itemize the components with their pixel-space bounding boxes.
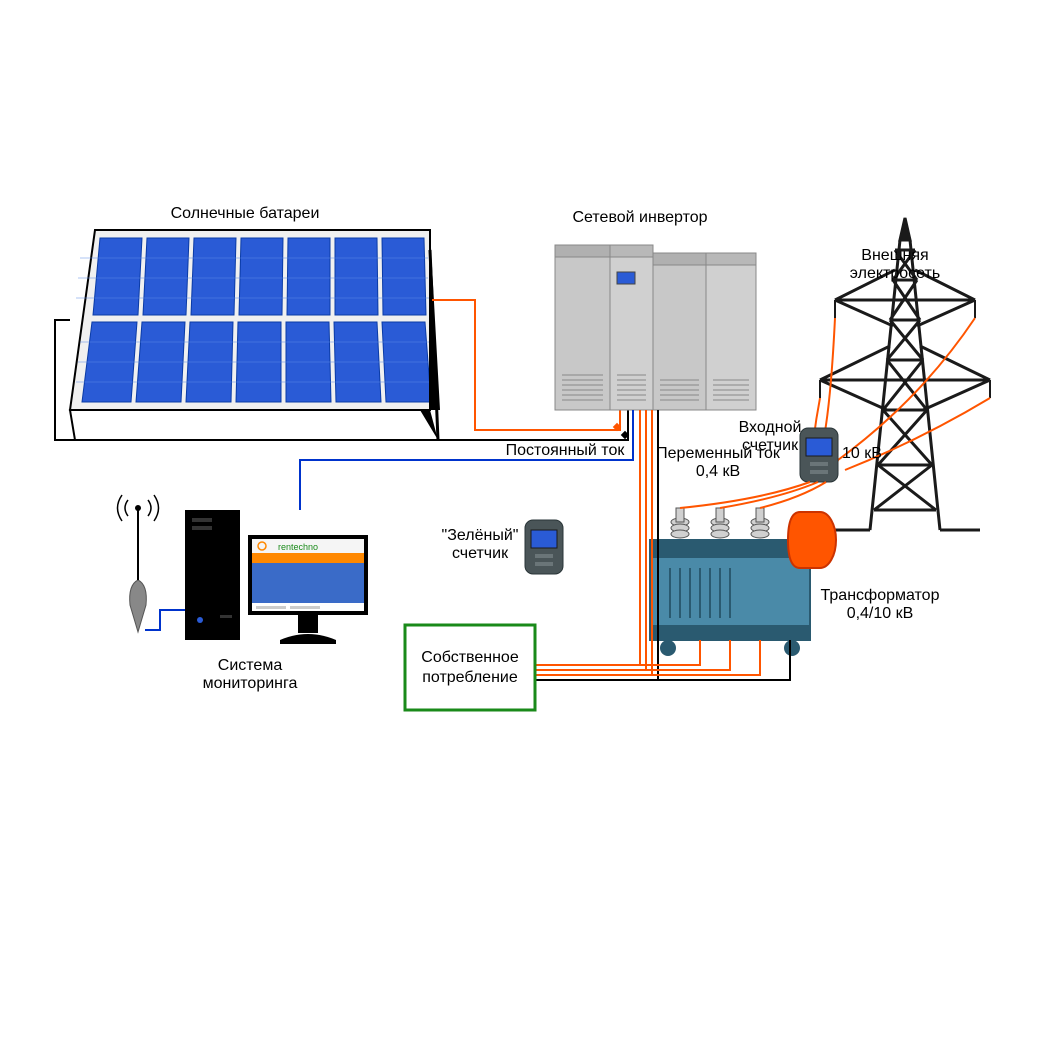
monitoring-label-2: мониторинга bbox=[203, 675, 298, 692]
consumption-label-1: Собственное bbox=[421, 649, 519, 666]
inverter-icon bbox=[555, 245, 756, 410]
ac-current-label-1: Переменный ток bbox=[656, 445, 781, 462]
input-meter-icon bbox=[800, 428, 838, 482]
transformer-icon bbox=[650, 508, 836, 656]
voltage-10kv-label: 10 кВ bbox=[842, 445, 882, 462]
grid-label-1: Внешняя bbox=[861, 247, 928, 264]
transformer-label-1: Трансформатор bbox=[821, 587, 940, 604]
consumption-label-2: потребление bbox=[422, 669, 518, 686]
input-meter-label-1: Входной bbox=[739, 419, 802, 436]
solar-panels-label: Солнечные батареи bbox=[171, 205, 320, 222]
green-meter-label-1: "Зелёный" bbox=[442, 527, 519, 544]
meter-transformer-wires bbox=[680, 482, 826, 508]
solar-panels-icon bbox=[70, 230, 440, 440]
monitor-icon: rentechno bbox=[248, 535, 368, 644]
solar-system-diagram: Солнечные батареи Постоянный ток bbox=[0, 0, 1040, 1040]
computer-icon bbox=[185, 510, 240, 640]
antenna-icon bbox=[118, 495, 159, 632]
transformer-label-2: 0,4/10 кВ bbox=[847, 605, 914, 622]
dc-current-label: Постоянный ток bbox=[506, 442, 626, 459]
inverter-label: Сетевой инвертор bbox=[572, 209, 707, 226]
monitoring-label-1: Система bbox=[218, 657, 283, 674]
consumption-box-icon bbox=[405, 625, 535, 710]
logo-text: rentechno bbox=[278, 542, 318, 552]
ac-current-label-2: 0,4 кВ bbox=[696, 463, 740, 480]
grid-label-2: электросеть bbox=[850, 265, 940, 282]
green-meter-icon bbox=[525, 520, 563, 574]
green-meter-label-2: счетчик bbox=[452, 545, 509, 562]
